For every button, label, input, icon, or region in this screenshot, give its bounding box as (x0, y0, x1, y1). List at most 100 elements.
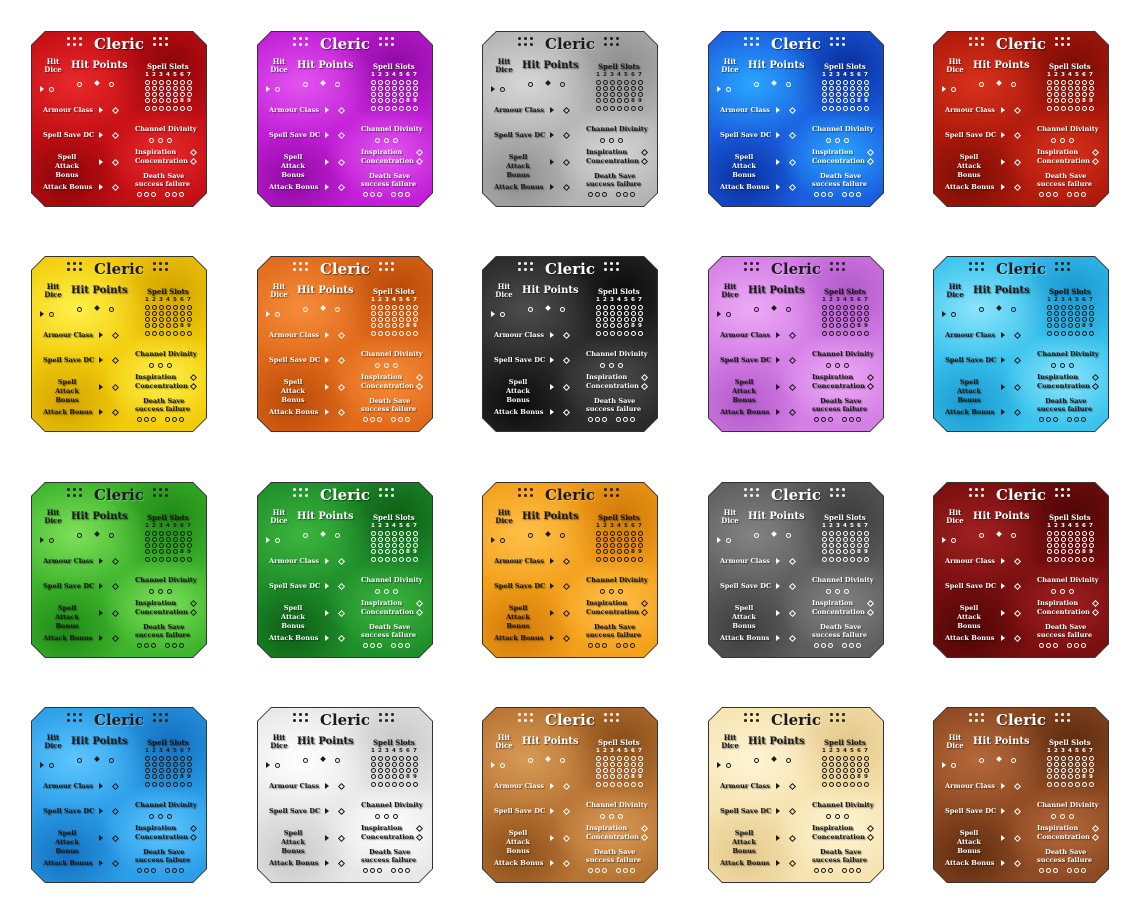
title-pip-right[interactable] (830, 262, 833, 265)
hit-points-max[interactable] (560, 307, 565, 312)
spell-slot-pip[interactable] (843, 537, 848, 542)
spell-slot-pip[interactable] (857, 768, 862, 773)
inspiration-toggle[interactable] (415, 148, 424, 157)
death-save-pip[interactable] (595, 417, 600, 422)
spell-slot-pip[interactable] (829, 557, 834, 562)
spell-slot-pip[interactable] (159, 92, 164, 97)
hit-dice-tracker[interactable] (500, 312, 505, 317)
spell-slot-pip[interactable] (378, 557, 383, 562)
death-save-pip[interactable] (405, 868, 410, 873)
spell-slot-pip[interactable] (617, 557, 622, 562)
spell-slot-pip[interactable] (610, 323, 615, 328)
spell-slot-pip[interactable] (413, 543, 418, 548)
spell-slot-pip[interactable] (850, 92, 855, 97)
death-save-pip[interactable] (1081, 417, 1086, 422)
death-save-pip[interactable] (849, 643, 854, 648)
spell-slot-pip[interactable] (603, 80, 608, 85)
spell-slot-pip[interactable] (385, 549, 390, 554)
title-pip-right[interactable] (1067, 494, 1070, 497)
spell-slot-pip[interactable] (180, 92, 185, 97)
title-pip-left[interactable] (981, 494, 984, 497)
spell-slot-pip[interactable] (850, 774, 855, 779)
spell-slot-pip[interactable] (1054, 768, 1059, 773)
spell-slot-pip[interactable] (603, 531, 608, 536)
title-pip-right[interactable] (830, 37, 833, 40)
channel-divinity-use[interactable] (609, 589, 614, 594)
spell-slot-pip[interactable] (843, 543, 848, 548)
spell-slot-pip[interactable] (603, 86, 608, 91)
title-pip-left[interactable] (79, 262, 82, 265)
channel-divinity-use[interactable] (149, 138, 154, 143)
spell-slot-pip[interactable] (829, 782, 834, 787)
title-pip-left[interactable] (67, 719, 70, 722)
title-pip-right[interactable] (385, 494, 388, 497)
title-pip-right[interactable] (842, 43, 845, 46)
title-pip-left[interactable] (981, 719, 984, 722)
spell-slot-pip[interactable] (603, 305, 608, 310)
spell-slot-pip[interactable] (1054, 543, 1059, 548)
hit-points-current[interactable] (528, 307, 533, 312)
spell-slot-pip[interactable] (822, 331, 827, 336)
spell-slot-pip[interactable] (850, 86, 855, 91)
spell-slot-pip[interactable] (1054, 774, 1059, 779)
spell-slot-pip[interactable] (596, 305, 601, 310)
spell-slot-pip[interactable] (624, 106, 629, 111)
spell-slot-pip[interactable] (371, 331, 376, 336)
spell-slot-pip[interactable] (1047, 98, 1052, 103)
title-pip-left[interactable] (518, 268, 521, 271)
spell-slot-pip[interactable] (413, 92, 418, 97)
channel-divinity-use[interactable] (609, 814, 614, 819)
spell-slot-pip[interactable] (610, 531, 615, 536)
title-pip-right[interactable] (391, 713, 394, 716)
spell-slot-pip[interactable] (836, 531, 841, 536)
armour-class-value[interactable] (788, 106, 797, 115)
concentration-toggle[interactable] (415, 157, 424, 166)
channel-divinity-use[interactable] (1069, 589, 1074, 594)
spell-slot-pip[interactable] (836, 106, 841, 111)
spell-attack-bonus-value[interactable] (111, 834, 120, 843)
spell-slot-pip[interactable] (822, 92, 827, 97)
spell-slot-pip[interactable] (173, 98, 178, 103)
spell-slot-pip[interactable] (1075, 549, 1080, 554)
spell-slot-pip[interactable] (822, 557, 827, 562)
death-save-pip[interactable] (588, 643, 593, 648)
spell-slot-pip[interactable] (180, 305, 185, 310)
spell-slot-pip[interactable] (596, 762, 601, 767)
spell-slot-pip[interactable] (152, 80, 157, 85)
spell-slot-pip[interactable] (624, 311, 629, 316)
channel-divinity-use[interactable] (618, 138, 623, 143)
attack-bonus-value[interactable] (1013, 634, 1022, 643)
spell-slot-pip[interactable] (406, 80, 411, 85)
title-pip-left[interactable] (305, 37, 308, 40)
title-pip-right[interactable] (1055, 262, 1058, 265)
spell-slot-pip[interactable] (617, 768, 622, 773)
spell-slot-pip[interactable] (596, 557, 601, 562)
title-pip-left[interactable] (518, 43, 521, 46)
spell-slot-pip[interactable] (1047, 106, 1052, 111)
spell-slot-pip[interactable] (610, 311, 615, 316)
spell-save-dc-value[interactable] (788, 131, 797, 140)
spell-slot-pip[interactable] (371, 543, 376, 548)
spell-slot-pip[interactable] (1054, 762, 1059, 767)
title-pip-left[interactable] (750, 262, 753, 265)
spell-slot-pip[interactable] (1054, 92, 1059, 97)
attack-bonus-value[interactable] (337, 183, 346, 192)
spell-slot-pip[interactable] (378, 768, 383, 773)
channel-divinity-use[interactable] (600, 814, 605, 819)
title-pip-left[interactable] (518, 488, 521, 491)
spell-slot-pip[interactable] (1089, 106, 1094, 111)
spell-slot-pip[interactable] (624, 531, 629, 536)
channel-divinity-use[interactable] (158, 363, 163, 368)
spell-slot-pip[interactable] (1047, 557, 1052, 562)
spell-slot-pip[interactable] (864, 331, 869, 336)
spell-slot-pip[interactable] (596, 92, 601, 97)
title-pip-left[interactable] (305, 494, 308, 497)
title-pip-left[interactable] (79, 719, 82, 722)
spell-slot-pip[interactable] (638, 92, 643, 97)
armour-class-value[interactable] (111, 782, 120, 791)
concentration-toggle[interactable] (640, 382, 649, 391)
spell-slot-pip[interactable] (392, 774, 397, 779)
spell-slot-pip[interactable] (1075, 311, 1080, 316)
spell-slot-pip[interactable] (857, 762, 862, 767)
inspiration-toggle[interactable] (640, 373, 649, 382)
